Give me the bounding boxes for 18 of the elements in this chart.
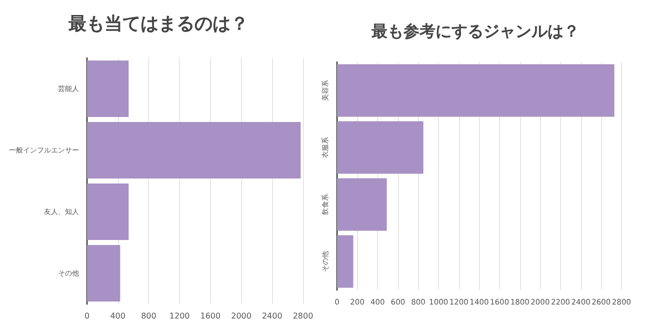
x-tick-label: 0: [84, 312, 90, 320]
bar: [337, 178, 387, 231]
bar: [87, 244, 120, 302]
x-tick-label: 400: [110, 312, 126, 320]
bar: [337, 64, 614, 117]
bar: [337, 121, 424, 174]
x-tick-label: 1200: [169, 312, 190, 320]
x-tick-label: 2400: [262, 312, 282, 320]
chart-title: 最も当てはまるのは？: [68, 14, 248, 34]
bar: [87, 183, 129, 240]
chart-title: 最も参考にするジャンルは？: [370, 22, 580, 40]
bar: [337, 235, 354, 288]
x-tick-label: 800: [141, 312, 156, 320]
bar: [87, 60, 129, 118]
x-tick-label: 2000: [231, 312, 252, 320]
x-tick-label: 2800: [292, 312, 314, 320]
bar: [87, 122, 301, 179]
x-tick-label: 1600: [200, 312, 221, 320]
